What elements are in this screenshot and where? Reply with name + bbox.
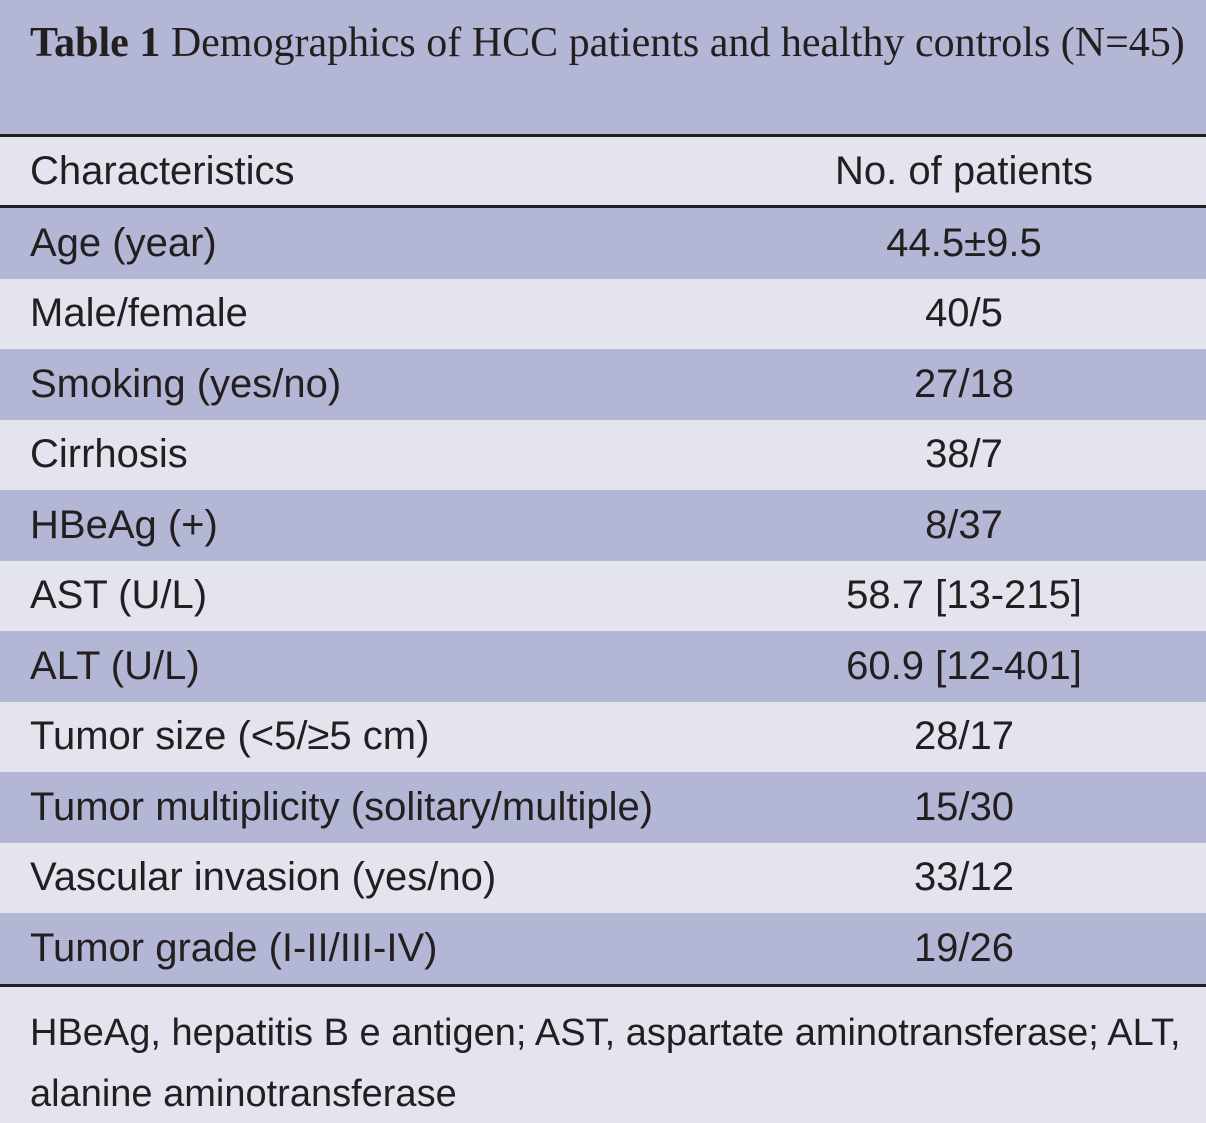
table-row: Vascular invasion (yes/no) 33/12 <box>0 842 1206 913</box>
table-row: Tumor size (<5/≥5 cm) 28/17 <box>0 701 1206 772</box>
row-label: Tumor grade (I-II/III-IV) <box>30 925 438 970</box>
table-caption: Table 1 Demographics of HCC patients and… <box>0 0 1206 134</box>
row-label: Vascular invasion (yes/no) <box>30 855 497 900</box>
table-row: Tumor grade (I-II/III-IV) 19/26 <box>0 913 1206 984</box>
table-row: Age (year) 44.5±9.5 <box>0 208 1206 279</box>
table-row: Tumor multiplicity (solitary/multiple) 1… <box>0 772 1206 843</box>
row-value: 28/17 <box>913 714 1015 759</box>
table-row: AST (U/L) 58.7 [13-215] <box>0 560 1206 631</box>
row-label: Smoking (yes/no) <box>30 361 342 406</box>
row-value: 38/7 <box>925 432 1003 477</box>
row-value: 19/26 <box>913 925 1015 970</box>
row-value: 27/18 <box>913 361 1015 406</box>
row-value: 60.9 [12-401] <box>846 643 1082 688</box>
table-header-rule <box>0 205 1206 208</box>
row-label: ALT (U/L) <box>30 643 200 688</box>
row-value: 8/37 <box>925 502 1003 547</box>
row-value: 33/12 <box>913 855 1015 900</box>
table-footnote: HBeAg, hepatitis B e antigen; AST, aspar… <box>0 987 1206 1123</box>
row-label: HBeAg (+) <box>30 502 218 547</box>
row-value: 44.5±9.5 <box>886 220 1042 265</box>
table-row: ALT (U/L) 60.9 [12-401] <box>0 631 1206 702</box>
table-top-rule <box>0 134 1206 137</box>
row-label: Cirrhosis <box>30 432 188 477</box>
row-value: 15/30 <box>913 784 1015 829</box>
table-row: Male/female 40/5 <box>0 278 1206 349</box>
table-row: Smoking (yes/no) 27/18 <box>0 349 1206 420</box>
row-label: Age (year) <box>30 220 217 265</box>
row-label: Male/female <box>30 291 248 336</box>
row-label: Tumor multiplicity (solitary/multiple) <box>30 784 654 829</box>
row-label: Tumor size (<5/≥5 cm) <box>30 714 430 759</box>
header-characteristics: Characteristics <box>30 148 295 193</box>
table-caption-label: Table 1 <box>30 20 161 66</box>
row-label: AST (U/L) <box>30 573 208 618</box>
table-header-row: Characteristics No. of patients <box>0 137 1206 205</box>
table-row: Cirrhosis 38/7 <box>0 419 1206 490</box>
header-no-of-patients: No. of patients <box>835 148 1093 193</box>
table-caption-text: Demographics of HCC patients and healthy… <box>170 20 1185 66</box>
row-value: 40/5 <box>925 291 1003 336</box>
row-value: 58.7 [13-215] <box>846 573 1082 618</box>
table-row: HBeAg (+) 8/37 <box>0 490 1206 561</box>
table-bottom-rule <box>0 984 1206 987</box>
